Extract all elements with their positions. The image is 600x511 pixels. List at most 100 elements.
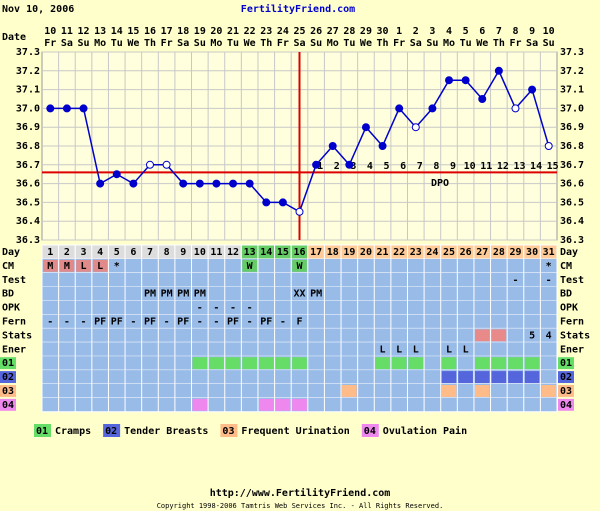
weekday-label: We — [476, 38, 488, 49]
row-label: Test — [2, 275, 26, 286]
filled-cell — [258, 357, 274, 370]
date-tick-label: 23 — [260, 26, 272, 37]
row-label: Day — [2, 247, 20, 258]
date-tick-label: 10 — [44, 26, 56, 37]
weekday-label: Th — [144, 38, 156, 49]
cell-text: M — [47, 261, 53, 272]
cell-text: L — [396, 344, 402, 355]
weekday-label: Sa — [293, 38, 305, 49]
filled-cell — [458, 371, 473, 383]
dpo-number: 1 — [317, 161, 323, 172]
date-tick-label: 30 — [377, 26, 389, 37]
day-number: 21 — [377, 247, 389, 258]
y-tick-label-right: 36.6 — [560, 179, 584, 190]
dpo-number: 7 — [417, 161, 423, 172]
date-tick-label: 7 — [496, 26, 502, 37]
date-tick-label: 10 — [543, 26, 555, 37]
temperature-point — [312, 160, 321, 169]
dpo-number: 9 — [450, 161, 456, 172]
temperature-point — [328, 142, 337, 150]
day-number: 13 — [244, 247, 256, 258]
y-tick-label-right: 36.5 — [560, 197, 584, 208]
y-tick-label-right: 36.3 — [560, 235, 584, 246]
weekday-label: Sa — [61, 38, 73, 49]
cell-text: - — [546, 275, 552, 286]
weekday-label: We — [127, 38, 139, 49]
legend-label: Cramps — [55, 426, 91, 437]
date-tick-label: 28 — [343, 26, 355, 37]
day-number: 12 — [227, 247, 239, 258]
y-tick-label: 36.7 — [16, 160, 40, 171]
filled-cell — [92, 259, 108, 272]
filled-cell — [491, 357, 507, 370]
date-tick-label: 9 — [529, 26, 535, 37]
cell-text: PM — [194, 289, 206, 300]
row-label: BD — [2, 289, 14, 300]
filled-cell — [508, 357, 523, 370]
date-tick-label: 14 — [111, 26, 123, 37]
row-label-right: 04 — [560, 400, 572, 411]
filled-cell — [474, 329, 490, 342]
day-number: 29 — [509, 247, 521, 258]
row-label-right: Stats — [560, 330, 590, 341]
temperature-point — [361, 123, 370, 132]
temperature-point — [62, 104, 71, 113]
filled-cell — [441, 371, 457, 383]
date-tick-label: 1 — [396, 26, 402, 37]
row-label-box — [558, 371, 574, 383]
y-tick-label-right: 37.3 — [560, 47, 584, 58]
filled-cell — [474, 357, 490, 370]
filled-cell — [292, 259, 307, 272]
row-label-box — [0, 357, 16, 370]
weekday-label: Su — [78, 38, 90, 49]
y-tick-label: 36.4 — [16, 216, 40, 227]
row-background — [42, 370, 557, 384]
temperature-point — [46, 104, 55, 113]
row-label-box — [0, 398, 16, 411]
footer-url: http://www.FertilityFriend.com — [210, 487, 391, 499]
dpo-number: 8 — [433, 161, 439, 172]
cell-text: 5 — [529, 330, 535, 341]
temperature-point — [195, 179, 204, 188]
cell-text: L — [446, 344, 452, 355]
cell-text: PF — [144, 316, 156, 327]
day-number: 7 — [147, 247, 153, 258]
temperature-point — [162, 160, 171, 169]
row-background — [42, 328, 557, 343]
site-title: FertilityFriend.com — [241, 3, 355, 15]
y-tick-label: 37.1 — [16, 85, 40, 96]
row-label-box — [0, 385, 16, 397]
y-tick-label-right: 37.0 — [560, 103, 584, 114]
cell-text: PM — [310, 289, 322, 300]
row-label-right: BD — [560, 289, 572, 300]
y-tick-label: 36.8 — [16, 141, 40, 152]
filled-cell — [508, 371, 523, 383]
y-tick-label-right: 36.8 — [560, 141, 584, 152]
row-background — [42, 272, 557, 287]
legend-label: Ovulation Pain — [383, 425, 467, 437]
cell-text: L — [97, 261, 103, 272]
dpo-number: 14 — [530, 161, 542, 172]
filled-cell — [541, 385, 556, 397]
filled-cell — [342, 385, 357, 397]
filled-cell — [292, 357, 307, 370]
y-tick-label: 36.9 — [16, 122, 40, 133]
row-label: CM — [2, 261, 14, 272]
filled-cell — [474, 371, 490, 383]
cell-text: PM — [144, 289, 156, 300]
row-label-right: 03 — [560, 386, 572, 397]
row-label-right: Day — [560, 247, 578, 258]
filled-cell — [275, 398, 291, 411]
legend-swatch — [220, 424, 238, 437]
row-label: Stats — [2, 330, 32, 341]
cell-text: F — [296, 316, 302, 327]
day-number: 26 — [460, 247, 472, 258]
row-label: Fern — [2, 316, 26, 327]
row-label-box — [0, 371, 16, 383]
temperature-point — [295, 207, 304, 216]
filled-cell — [441, 357, 457, 370]
weekday-label: Su — [543, 38, 555, 49]
temperature-point — [229, 179, 238, 188]
row-label: 03 — [2, 386, 14, 397]
weekday-label: Fr — [277, 38, 289, 49]
